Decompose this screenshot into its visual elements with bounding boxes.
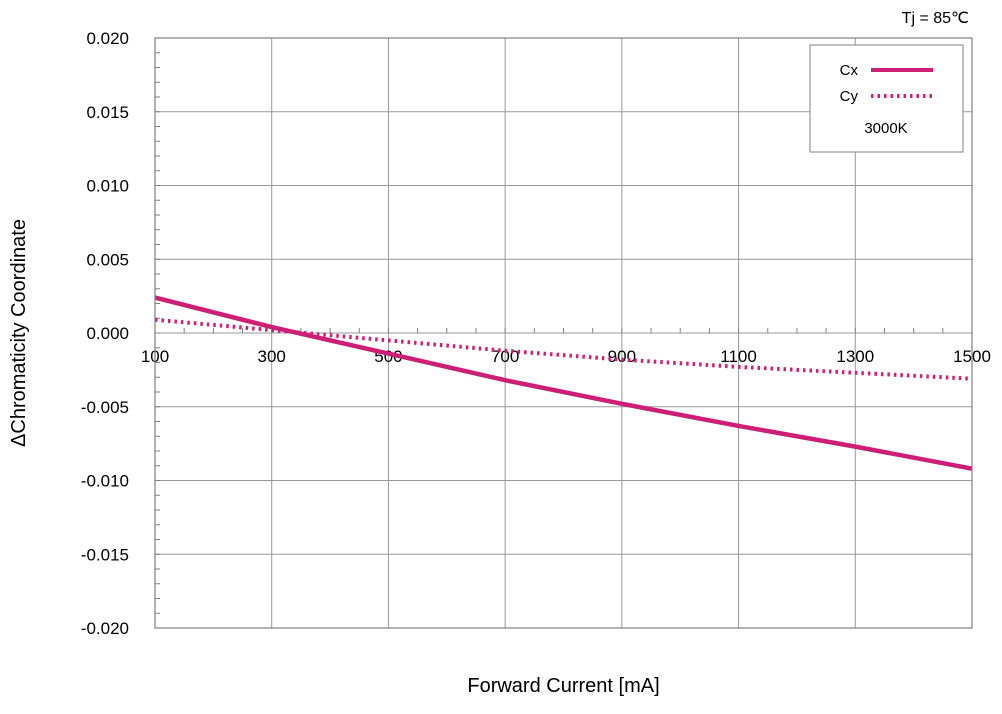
x-tick-label: 1100 <box>720 347 757 366</box>
y-tick-label: -0.010 <box>81 472 129 491</box>
x-tick-label: 900 <box>608 347 636 366</box>
y-tick-label: 0.010 <box>86 177 129 196</box>
x-tick-label: 1300 <box>836 347 874 366</box>
x-tick-labels: 100 300 500 700 900 1100 1300 1500 <box>141 347 991 366</box>
x-tick-label: 300 <box>258 347 286 366</box>
y-tick-label: 0.000 <box>86 324 129 343</box>
y-axis-title: ΔChromaticity Coordinate <box>8 219 30 447</box>
x-axis-title: Forward Current [mA] <box>467 675 659 697</box>
y-tick-label: 0.020 <box>86 29 129 48</box>
y-tick-labels: 0.020 0.015 0.010 0.005 0.000 -0.005 -0.010 -0.… <box>81 29 129 638</box>
legend-label-cx: Cx <box>840 62 859 79</box>
series-line-cy <box>154 317 973 381</box>
series-lines <box>154 295 973 471</box>
y-tick-label: 0.015 <box>86 103 129 122</box>
y-tick-label: -0.005 <box>81 398 129 417</box>
plot-frame <box>154 37 973 629</box>
y-tick-label: 0.005 <box>86 250 129 269</box>
legend-label-cy: Cy <box>840 88 859 105</box>
legend: Cx Cy 3000K <box>809 44 964 153</box>
legend-note: 3000K <box>864 120 907 137</box>
series-line-cx <box>154 295 973 471</box>
legend-box <box>809 44 964 153</box>
minor-ticks <box>154 37 973 629</box>
y-tick-label: -0.015 <box>81 545 129 564</box>
y-tick-label: -0.020 <box>81 619 129 638</box>
condition-note: Tj = 85℃ <box>902 10 969 27</box>
